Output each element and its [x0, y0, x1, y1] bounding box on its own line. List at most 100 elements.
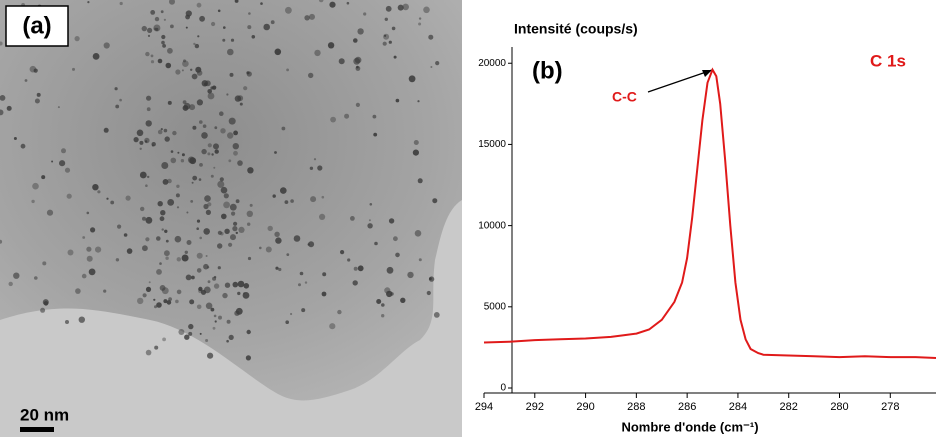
- particle: [24, 79, 28, 82]
- particle: [234, 95, 242, 102]
- particle: [110, 200, 115, 205]
- particle: [165, 256, 169, 260]
- particle: [203, 286, 211, 294]
- particle: [196, 227, 199, 230]
- particle: [97, 190, 101, 194]
- particle: [384, 34, 387, 37]
- particle: [90, 227, 96, 233]
- particle: [162, 337, 167, 342]
- particle: [228, 117, 236, 125]
- particle: [395, 98, 400, 103]
- particle: [191, 275, 195, 280]
- particle: [117, 224, 122, 229]
- particle: [314, 49, 321, 57]
- particle: [274, 48, 282, 56]
- particle: [82, 236, 86, 239]
- particle: [229, 203, 237, 211]
- particle: [373, 132, 378, 137]
- particle: [189, 299, 195, 305]
- particle: [103, 289, 107, 293]
- particle: [357, 28, 364, 35]
- particle: [217, 266, 221, 270]
- particle: [61, 148, 66, 154]
- particle: [115, 104, 120, 109]
- particle: [228, 334, 234, 340]
- particle: [214, 320, 217, 323]
- particle: [280, 187, 287, 194]
- particle: [207, 352, 214, 359]
- particle: [203, 228, 210, 235]
- particle: [181, 153, 185, 157]
- particle: [227, 132, 234, 139]
- particle: [123, 233, 128, 237]
- particle: [228, 242, 233, 247]
- particle: [413, 140, 419, 145]
- particle: [217, 180, 225, 188]
- particle: [156, 269, 162, 275]
- particle: [222, 38, 226, 42]
- x-tick-label: 286: [678, 401, 696, 413]
- particle: [0, 239, 3, 244]
- particle: [274, 151, 277, 154]
- particle: [265, 246, 272, 253]
- particle: [162, 179, 169, 185]
- particle: [233, 150, 238, 156]
- particle: [234, 0, 239, 3]
- particle: [226, 319, 231, 324]
- annotation-arrow: [647, 69, 713, 93]
- particle: [211, 153, 214, 156]
- particle: [284, 200, 289, 205]
- particle: [51, 160, 54, 163]
- particle: [75, 288, 81, 294]
- particle: [161, 34, 166, 40]
- particle: [243, 86, 248, 91]
- particle: [204, 82, 208, 86]
- particle: [243, 292, 246, 295]
- particle: [29, 65, 37, 73]
- particle: [281, 126, 286, 131]
- particle: [407, 271, 414, 279]
- particle: [213, 275, 217, 279]
- particle: [167, 47, 173, 54]
- particle: [40, 307, 46, 313]
- scale-bar-label: 20 nm: [20, 405, 69, 424]
- particle: [376, 299, 382, 304]
- particle: [159, 285, 166, 291]
- x-tick-label: 282: [780, 401, 798, 413]
- particle: [247, 256, 252, 261]
- particle: [384, 287, 391, 294]
- particle: [20, 143, 26, 149]
- particle: [161, 228, 164, 231]
- particle: [386, 266, 394, 274]
- particle: [213, 283, 220, 289]
- particle: [400, 297, 406, 303]
- particle: [388, 218, 395, 224]
- particle: [202, 124, 207, 128]
- particle: [170, 157, 177, 164]
- particle: [86, 246, 92, 252]
- chart-title: (b): [532, 57, 563, 84]
- particle: [397, 4, 404, 11]
- particle: [32, 182, 39, 190]
- particle: [140, 206, 145, 212]
- particle: [145, 184, 148, 187]
- particle: [308, 72, 314, 79]
- particle: [191, 181, 194, 184]
- particle: [224, 228, 230, 234]
- data-line: [483, 67, 936, 359]
- particle: [245, 355, 251, 361]
- x-tick-label: 280: [830, 401, 848, 413]
- particle: [31, 199, 35, 204]
- particle: [414, 230, 422, 237]
- particle: [197, 35, 200, 38]
- particle: [72, 67, 75, 71]
- particle: [175, 193, 180, 198]
- particle: [125, 195, 131, 201]
- particle: [435, 61, 440, 66]
- particle: [150, 60, 155, 64]
- particle: [187, 156, 195, 164]
- particle: [59, 160, 66, 167]
- particle: [418, 258, 422, 262]
- tem-image-panel: (a) 20 nm: [0, 0, 462, 437]
- x-tick-label: 292: [526, 401, 544, 413]
